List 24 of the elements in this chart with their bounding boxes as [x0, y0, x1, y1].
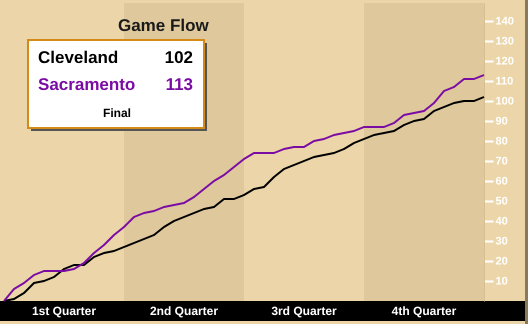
- text: 3rd Quarter: [271, 304, 338, 318]
- y-tick-label: 10: [496, 276, 508, 288]
- y-tick-label: 70: [496, 156, 508, 168]
- y-tick-label: 110: [496, 76, 514, 88]
- text: 1st Quarter: [32, 304, 96, 318]
- y-tick-label: 50: [496, 196, 508, 208]
- y-tick-label: 20: [496, 256, 508, 268]
- y-tick-label: 130: [496, 36, 514, 48]
- annotation: Final: [102, 106, 132, 120]
- y-tick-label: 100: [496, 96, 514, 108]
- y-tick-label: 90: [496, 116, 508, 128]
- annotation: 102: [164, 48, 193, 67]
- y-tick-label: 30: [496, 236, 508, 248]
- annotation: 113: [166, 75, 193, 94]
- y-tick-label: 60: [496, 176, 508, 188]
- text: Sacramento: [38, 75, 136, 94]
- text: 2nd Quarter: [150, 304, 218, 318]
- y-tick-label: 120: [496, 56, 514, 68]
- y-tick-label: 140: [496, 16, 514, 28]
- text: Game Flow: [118, 16, 210, 35]
- y-tick-label: 80: [496, 136, 508, 148]
- y-tick-label: 40: [496, 216, 508, 228]
- text: 4th Quarter: [392, 304, 457, 318]
- text: Cleveland: [38, 48, 118, 67]
